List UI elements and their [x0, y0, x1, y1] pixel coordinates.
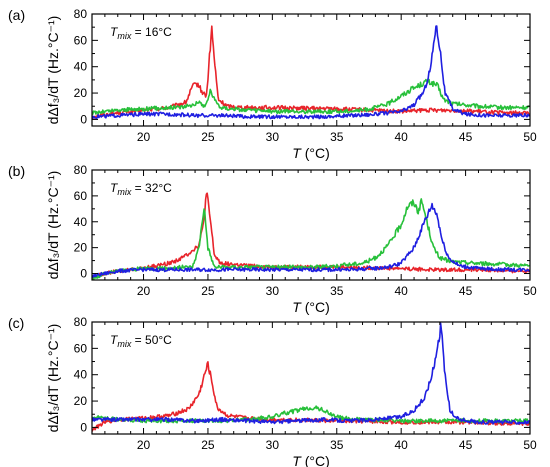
chart-panel-1: 20 25 30 35 40 45 50 0 20 40 60 80 (a) Tmix = 16°C T (… — [8, 7, 537, 161]
x-tick-label: 25 — [201, 438, 215, 452]
x-tick-label: 30 — [266, 438, 280, 452]
y-tick-label: 20 — [74, 394, 88, 408]
y-axis-label: dΔf₃/dT (Hz.°C⁻¹) — [45, 171, 61, 280]
panel-label: (c) — [8, 315, 24, 331]
x-tick-label: 35 — [330, 438, 344, 452]
panel-label: (a) — [8, 7, 25, 23]
x-tick-label: 20 — [137, 130, 151, 144]
y-tick-label: 0 — [80, 267, 87, 281]
x-tick-label: 45 — [459, 438, 473, 452]
x-tick-label: 40 — [394, 438, 408, 452]
x-tick-label: 45 — [459, 284, 473, 298]
x-tick-label: 30 — [266, 130, 280, 144]
panel-label: (b) — [8, 163, 25, 179]
x-tick-label: 50 — [523, 438, 537, 452]
chart-panel-3: 20 25 30 35 40 45 50 0 20 40 60 80 (c) Tmix = 50°C T (… — [8, 315, 537, 467]
y-tick-label: 80 — [74, 163, 88, 177]
y-tick-label: 0 — [80, 112, 87, 126]
y-tick-label: 40 — [74, 60, 88, 74]
x-tick-label: 40 — [394, 284, 408, 298]
x-tick-label: 50 — [523, 130, 537, 144]
tmix-annotation: Tmix = 32°C — [110, 181, 172, 197]
series-green-line — [92, 78, 530, 115]
x-tick-label: 45 — [459, 130, 473, 144]
x-tick-label: 25 — [201, 284, 215, 298]
x-tick-label: 20 — [137, 284, 151, 298]
y-tick-label: 60 — [74, 189, 88, 203]
y-tick-label: 80 — [74, 315, 88, 329]
x-axis-label: T (°C) — [292, 453, 330, 467]
chart-panel-2: 20 25 30 35 40 45 50 0 20 40 60 80 (b) Tmix = 32°C T (… — [8, 163, 537, 315]
x-tick-label: 20 — [137, 438, 151, 452]
tmix-annotation: Tmix = 16°C — [110, 25, 172, 41]
y-tick-label: 80 — [74, 7, 88, 21]
series-blue-line — [92, 25, 530, 120]
series-blue-line — [92, 202, 530, 279]
x-tick-label: 40 — [394, 130, 408, 144]
y-tick-label: 0 — [80, 420, 87, 434]
y-tick-label: 40 — [74, 368, 88, 382]
y-axis-label: dΔf₃/dT (Hz.°C⁻¹) — [45, 16, 61, 125]
y-tick-label: 20 — [74, 86, 88, 100]
y-tick-label: 40 — [74, 215, 88, 229]
y-axis-label: dΔf₃/dT (Hz.°C⁻¹) — [45, 324, 61, 433]
series-blue-line — [92, 322, 530, 425]
y-tick-label: 20 — [74, 241, 88, 255]
y-tick-label: 60 — [74, 33, 88, 47]
x-tick-label: 35 — [330, 130, 344, 144]
tmix-annotation: Tmix = 50°C — [110, 333, 172, 349]
y-tick-label: 60 — [74, 341, 88, 355]
x-axis-label: T (°C) — [292, 299, 330, 315]
x-tick-label: 35 — [330, 284, 344, 298]
x-tick-label: 25 — [201, 130, 215, 144]
x-tick-label: 50 — [523, 284, 537, 298]
x-tick-label: 30 — [266, 284, 280, 298]
x-axis-label: T (°C) — [292, 145, 330, 161]
